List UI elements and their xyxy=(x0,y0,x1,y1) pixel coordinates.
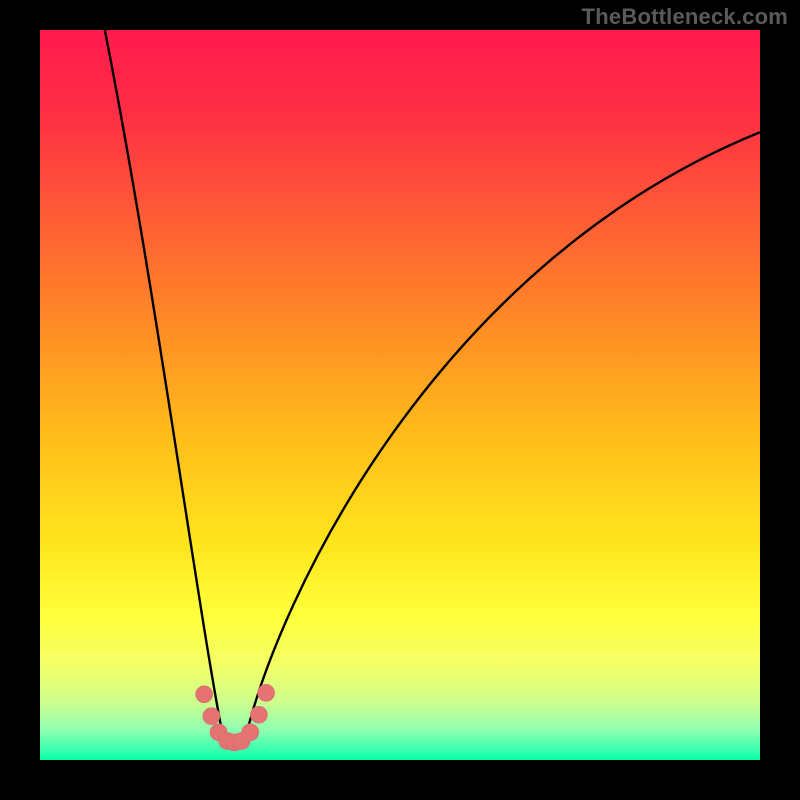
marker-point xyxy=(242,724,259,741)
plot-gradient-bg xyxy=(40,30,760,760)
marker-point xyxy=(203,708,220,725)
marker-point xyxy=(196,686,213,703)
watermark-text: TheBottleneck.com xyxy=(582,4,788,30)
marker-point xyxy=(258,684,275,701)
marker-point xyxy=(250,706,267,723)
bottleneck-chart xyxy=(0,0,800,800)
